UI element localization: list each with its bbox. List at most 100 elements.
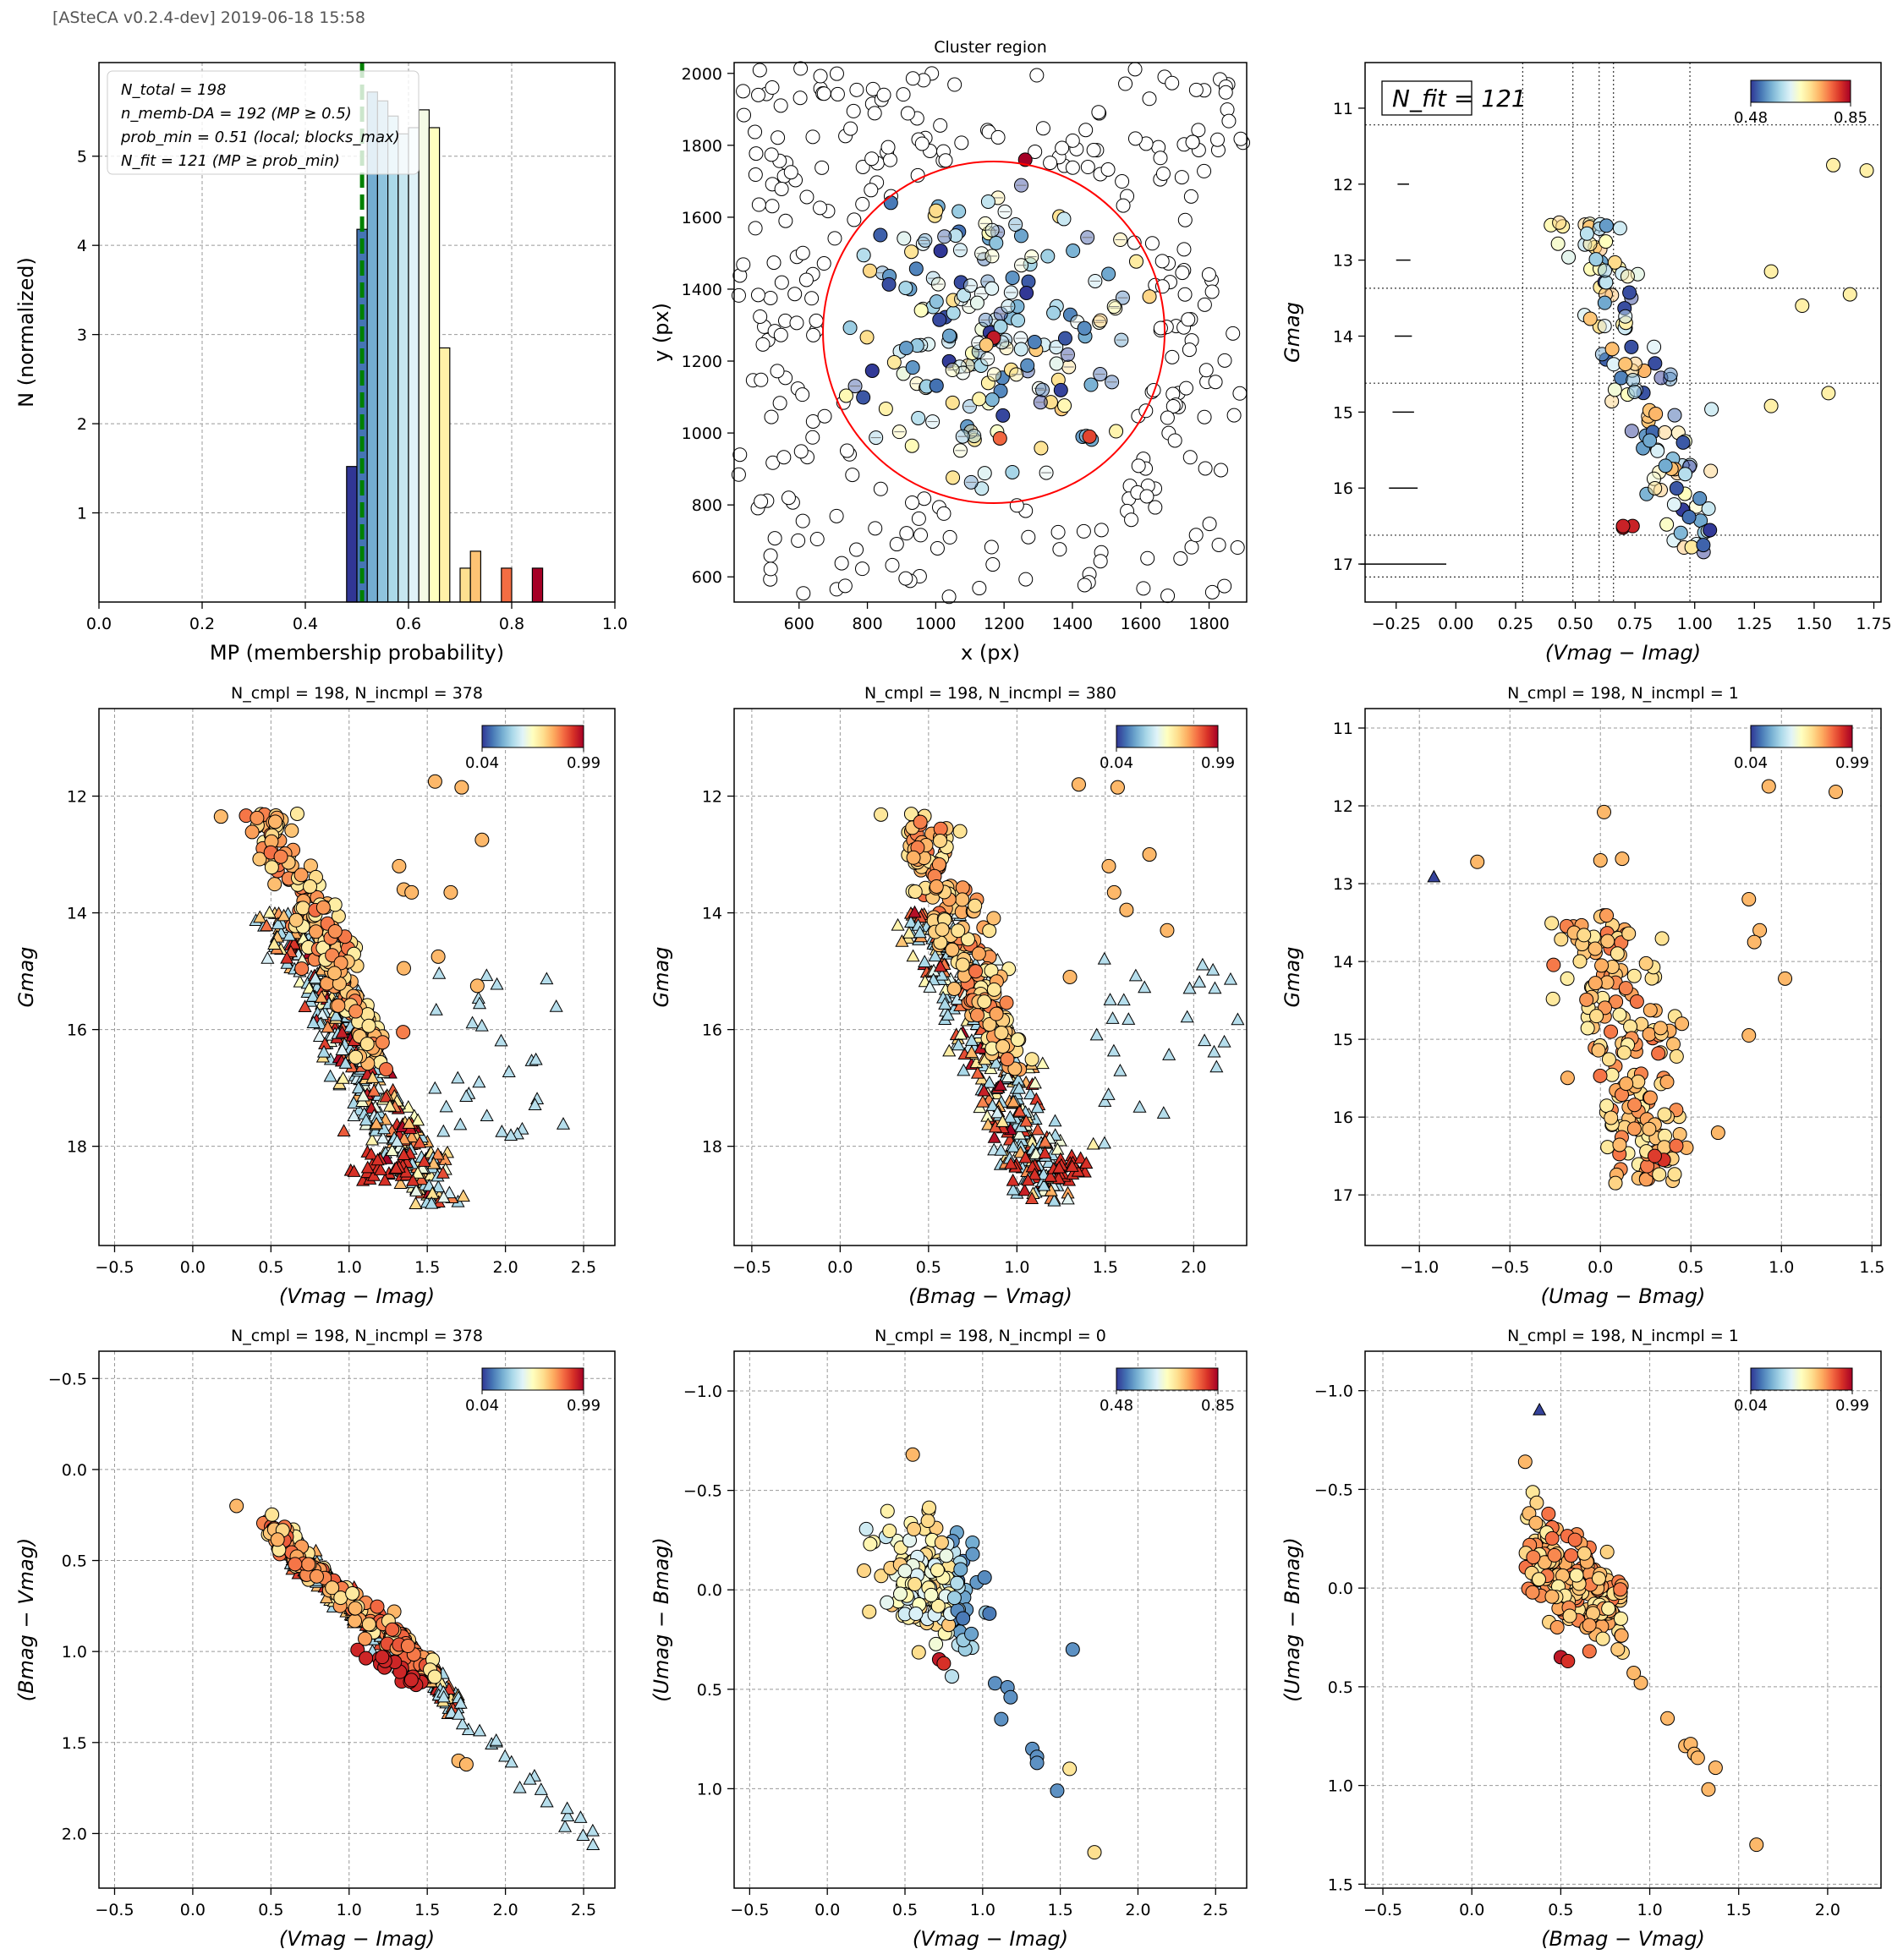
member-star (1066, 244, 1081, 259)
field-star (1226, 326, 1241, 341)
member-star (1053, 382, 1068, 397)
complete-point (1544, 916, 1560, 931)
member-star (1046, 305, 1061, 320)
y-tick-label: 15 (1333, 403, 1353, 422)
x-tick-label: 1.5 (414, 1901, 440, 1919)
complete-point (977, 994, 992, 1010)
complete-point (857, 1563, 872, 1579)
complete-point (994, 1711, 1009, 1727)
incomplete-point (1021, 1173, 1035, 1186)
incomplete-point (1006, 1173, 1020, 1186)
complete-point (361, 1617, 376, 1632)
y-tick-label: 14 (1333, 953, 1353, 972)
field-star (763, 548, 778, 563)
complete-point (1659, 1075, 1675, 1090)
complete-point (964, 1626, 979, 1641)
x-tick-label: 1800 (1188, 615, 1229, 633)
field-star (933, 118, 948, 133)
complete-point (1609, 994, 1624, 1010)
plot-frame (1364, 708, 1882, 1246)
complete-point (270, 1532, 285, 1547)
incomplete-point (293, 974, 307, 988)
y-tick-label: 14 (67, 905, 87, 923)
x-axis-label: (Vmag − Imag) (279, 1284, 435, 1308)
histogram-bar (531, 567, 544, 603)
field-star (1050, 524, 1066, 539)
y-tick-label: −0.5 (48, 1370, 87, 1388)
complete-point (908, 1607, 924, 1622)
fit-star (1588, 252, 1604, 267)
complete-point (922, 1500, 937, 1515)
field-star (1065, 160, 1080, 175)
incomplete-point (906, 949, 920, 962)
complete-point (273, 849, 288, 864)
y-tick-label: 16 (67, 1021, 87, 1040)
incomplete-point (302, 981, 316, 994)
incomplete-point (1533, 1402, 1547, 1415)
field-star (864, 183, 879, 198)
complete-point (929, 879, 944, 895)
field-star (799, 189, 814, 205)
incomplete-point (417, 1154, 431, 1167)
legend-box (107, 70, 420, 175)
field-star (843, 121, 858, 136)
member-star (980, 375, 995, 391)
complete-point (1071, 777, 1086, 792)
y-tick-label: 1.5 (62, 1734, 87, 1753)
complete-point (913, 814, 928, 829)
complete-point (1828, 784, 1843, 799)
x-axis-label: x (px) (961, 641, 1020, 665)
fit-star (1647, 339, 1662, 354)
complete-point (930, 1598, 946, 1613)
complete-point (930, 1563, 945, 1578)
complete-point (1669, 1138, 1684, 1153)
field-star (829, 66, 844, 81)
field-star (764, 409, 779, 424)
member-star (984, 281, 1000, 296)
complete-point (1613, 1582, 1628, 1597)
complete-point (309, 924, 324, 939)
x-tick-label: 1.5 (1859, 1258, 1884, 1277)
y-tick-label: 15 (1333, 1031, 1353, 1049)
colorbar (1750, 79, 1851, 103)
field-star (1221, 113, 1237, 129)
complete-point (293, 868, 309, 883)
incomplete-point (1028, 1167, 1042, 1180)
member-star (969, 295, 984, 310)
member-star (1013, 342, 1028, 357)
incomplete-point (1427, 869, 1441, 883)
incomplete-point (432, 966, 447, 979)
complete-point (359, 1037, 375, 1052)
field-star (1078, 123, 1094, 138)
field-star (868, 521, 883, 536)
incomplete-point (429, 1002, 443, 1016)
x-tick-label: −0.25 (1372, 615, 1421, 633)
incomplete-point (1101, 1087, 1116, 1100)
field-star (795, 387, 810, 402)
field-star (1178, 381, 1193, 396)
complete-point (920, 1514, 935, 1529)
complete-point (327, 897, 343, 912)
complete-point (999, 995, 1014, 1010)
fit-star (1673, 525, 1688, 540)
incomplete-point (267, 937, 282, 950)
member-star (908, 261, 924, 276)
field-star (1191, 123, 1206, 138)
member-star (1056, 211, 1072, 227)
incomplete-point (472, 1075, 486, 1088)
field-star (813, 200, 828, 216)
complete-point (1142, 847, 1157, 862)
field-star (1188, 528, 1204, 543)
complete-point (348, 1049, 364, 1065)
incomplete-point (995, 1114, 1010, 1127)
x-tick-label: 1.50 (1796, 615, 1832, 633)
incomplete-point (903, 915, 919, 928)
member-star (932, 312, 947, 327)
incomplete-point (335, 1043, 349, 1055)
incomplete-point (1098, 1094, 1112, 1107)
complete-point (929, 1636, 944, 1651)
complete-point (288, 912, 304, 928)
complete-point (939, 1548, 954, 1563)
fit-star (1703, 463, 1719, 479)
field-star (914, 136, 930, 151)
